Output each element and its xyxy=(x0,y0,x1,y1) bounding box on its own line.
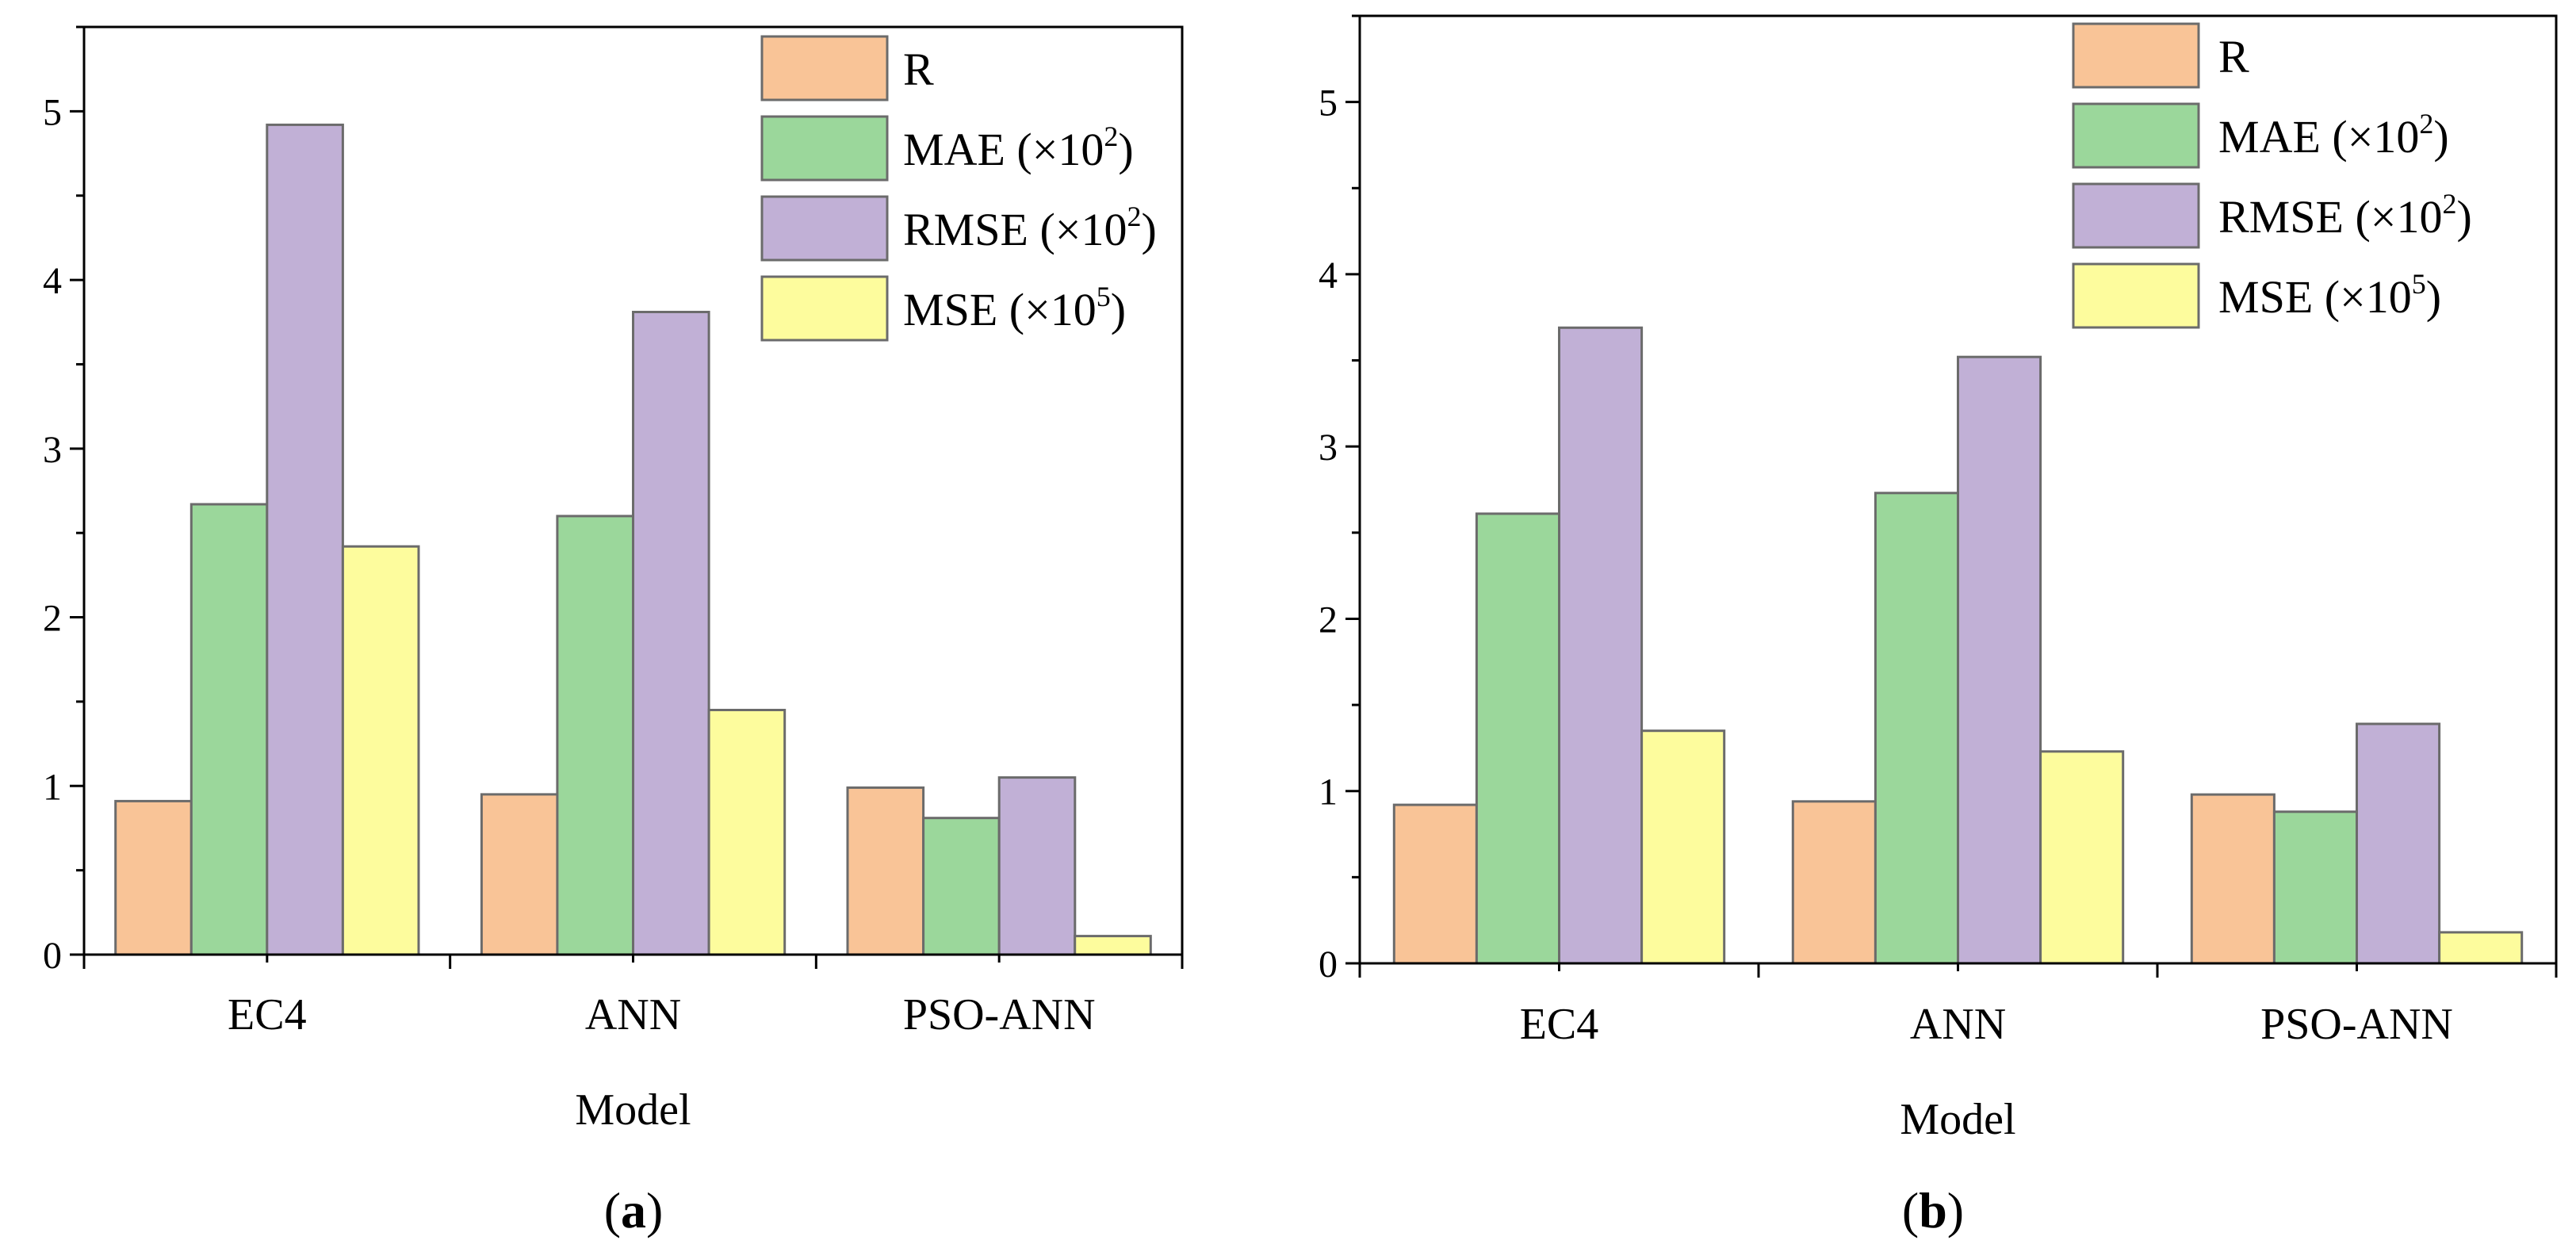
bar-ec4-r xyxy=(1392,803,1478,965)
legend-swatch xyxy=(760,115,889,182)
legend-label: R xyxy=(903,44,934,95)
y-tick-label: 2 xyxy=(1319,599,1338,641)
bar-ec4-mse xyxy=(341,545,420,956)
x-category-label: PSO-ANN xyxy=(903,990,1096,1039)
bar-ec4-mae xyxy=(189,503,269,956)
legend-swatch xyxy=(760,195,889,262)
bar-pso-ann-r xyxy=(2190,793,2276,965)
x-category-label: ANN xyxy=(1910,1000,2006,1049)
legend-swatch xyxy=(760,35,889,101)
bar-ec4-mse xyxy=(1640,729,1726,965)
x-category-label: EC4 xyxy=(228,990,307,1039)
y-tick-label: 3 xyxy=(43,429,62,471)
bar-ec4-r xyxy=(114,799,193,956)
x-axis-title: Model xyxy=(575,1085,691,1135)
bar-pso-ann-mae xyxy=(922,817,1001,956)
x-axis-title: Model xyxy=(1900,1095,2015,1144)
bar-ann-r xyxy=(1791,800,1877,965)
y-tick-label: 0 xyxy=(43,935,62,977)
chart-panel-b: 0 1 2 3 4 5 EC4 ANN PSO-ANN Model R MAE (×102) RMSE … xyxy=(1319,14,2558,1238)
legend: R MAE (×102) RMSE (×102) MSE (×105) xyxy=(2072,22,2472,329)
x-category-label: ANN xyxy=(585,990,681,1039)
bar-pso-ann-mae xyxy=(2272,810,2358,965)
bar-ec4-rmse xyxy=(266,123,344,956)
bar-ann-mae xyxy=(556,515,635,956)
bar-ann-rmse xyxy=(632,311,710,956)
legend-label: RMSE (×102) xyxy=(2218,188,2472,243)
bar-ec4-rmse xyxy=(1558,326,1644,965)
y-tick-label: 3 xyxy=(1319,427,1338,469)
legend-swatch xyxy=(760,275,889,342)
bar-pso-ann-mse xyxy=(1074,935,1152,956)
y-tick-label: 4 xyxy=(43,260,62,302)
y-tick-label: 1 xyxy=(1319,771,1338,813)
bar-ann-rmse xyxy=(1957,355,2042,965)
panel-caption: (a) xyxy=(604,1182,664,1238)
legend-label: RMSE (×102) xyxy=(903,201,1157,255)
y-tick-label: 4 xyxy=(1319,255,1338,297)
bar-pso-ann-rmse xyxy=(997,776,1077,956)
bar-ann-mse xyxy=(2039,750,2125,965)
x-category-label: EC4 xyxy=(1520,1000,1599,1049)
legend-label: MAE (×102) xyxy=(903,121,1134,175)
legend-label: R xyxy=(2218,31,2249,82)
legend-label: MSE (×105) xyxy=(903,281,1126,335)
bar-ann-mse xyxy=(707,709,787,956)
legend: R MAE (×102) RMSE (×102) MSE (×105) xyxy=(760,35,1157,342)
panel-caption: (b) xyxy=(1902,1182,1964,1238)
y-tick-label: 5 xyxy=(43,91,62,133)
y-tick-label: 2 xyxy=(43,598,62,640)
bar-ann-r xyxy=(480,793,559,956)
legend-swatch xyxy=(2072,102,2200,169)
legend-swatch xyxy=(2072,22,2200,89)
bar-pso-ann-rmse xyxy=(2356,722,2441,965)
y-tick-label: 0 xyxy=(1319,944,1338,986)
bar-ann-mae xyxy=(1874,492,1959,965)
legend-label: MAE (×102) xyxy=(2218,108,2449,163)
legend-swatch xyxy=(2072,262,2200,329)
bar-ec4-mae xyxy=(1475,512,1561,965)
x-category-label: PSO-ANN xyxy=(2260,1000,2453,1049)
y-tick-label: 5 xyxy=(1319,82,1338,124)
bar-pso-ann-mse xyxy=(2438,931,2524,965)
legend-swatch xyxy=(2072,182,2200,249)
bar-pso-ann-r xyxy=(846,786,925,956)
y-tick-label: 1 xyxy=(43,766,62,808)
legend-label: MSE (×105) xyxy=(2218,268,2441,323)
chart-panel-a: 0 1 2 3 4 5 EC4 ANN PSO-ANN Model R MAE (×102) RMSE … xyxy=(43,25,1184,1238)
